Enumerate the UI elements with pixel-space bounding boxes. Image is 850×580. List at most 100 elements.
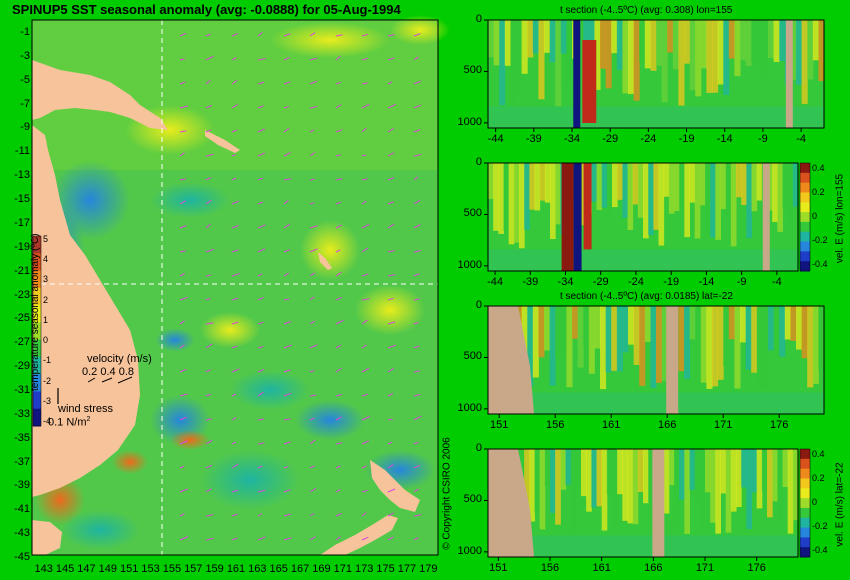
velocity-arrow <box>361 536 369 541</box>
velocity-arrow <box>387 57 395 61</box>
section-cell <box>555 449 561 525</box>
section-cell <box>772 163 778 223</box>
velocity-arrow <box>361 200 367 205</box>
lon-tick-label: 169 <box>312 563 331 575</box>
panel-x-tick-label: 166 <box>644 562 663 574</box>
velocity-arrow <box>179 368 187 373</box>
section-cell <box>622 306 629 353</box>
section-cell <box>684 20 691 64</box>
velocity-arrow <box>283 441 291 445</box>
panel-colorbar-swatch <box>800 231 810 243</box>
velocity-arrow <box>335 367 342 373</box>
velocity-arrow <box>413 224 421 229</box>
colorbar-swatch <box>33 253 41 272</box>
velocity-arrow <box>257 321 264 325</box>
velocity-arrow <box>257 31 263 37</box>
section-cell <box>617 163 623 200</box>
velocity-arrow <box>179 488 188 493</box>
panel-colorbar-frame <box>799 162 811 272</box>
velocity-arrow <box>387 344 397 349</box>
lon-tick-label: 175 <box>376 563 395 575</box>
section-cell <box>779 306 786 357</box>
section-cell <box>807 20 814 80</box>
velocity-legend-label: velocity (m/s) <box>87 353 152 365</box>
section-cell <box>745 306 752 370</box>
lat-tick-label: -17 <box>14 216 30 229</box>
lat-tick-label: -7 <box>20 97 30 110</box>
jet-west <box>573 163 582 271</box>
colorbar-tick-label: 2 <box>43 294 49 305</box>
velocity-arrow <box>309 487 317 493</box>
velocity-arrow <box>387 367 395 373</box>
lat-tick-label: -31 <box>14 383 30 396</box>
section-cell <box>684 449 690 534</box>
lat-tick-label: -9 <box>20 121 30 134</box>
panel-x-tick-label: 171 <box>695 562 715 574</box>
panel-colorbar-swatch <box>800 182 810 193</box>
velocity-arrow <box>309 465 315 469</box>
section-cell <box>648 449 654 527</box>
velocity-arrow <box>335 465 341 469</box>
lon-tick-label: 153 <box>141 563 160 575</box>
velocity-arrow <box>387 464 394 469</box>
lon-tick-label: 159 <box>205 563 224 575</box>
section-cell <box>601 163 608 208</box>
lon-tick-label: 145 <box>55 563 75 575</box>
panel-colorbar-swatch <box>800 241 810 252</box>
section-cell <box>668 163 675 214</box>
section-cell <box>756 163 763 201</box>
velocity-arrow <box>231 104 239 109</box>
velocity-arrow <box>231 463 239 469</box>
section-cell <box>560 306 567 357</box>
velocity-arrow <box>361 489 368 493</box>
panel-frame <box>487 305 825 415</box>
land-mask <box>785 20 793 128</box>
section-cell <box>644 20 651 69</box>
section-cell <box>644 306 651 343</box>
lon-tick-label: 167 <box>290 563 310 575</box>
velocity-arrow <box>179 272 186 277</box>
panel-colorbar-swatch <box>800 468 810 479</box>
velocity-arrow <box>205 248 215 253</box>
velocity-arrow <box>231 297 239 301</box>
section-cell <box>807 306 814 388</box>
section-cell <box>643 163 649 239</box>
section-cell <box>510 20 517 104</box>
velocity-arrow <box>205 177 212 181</box>
velocity-arrow <box>309 370 315 373</box>
section-cell <box>801 306 808 359</box>
colorbar-tick-label: 5 <box>43 234 49 244</box>
velocity-arrow <box>179 178 187 181</box>
section-cell <box>684 306 691 379</box>
velocity-arrow <box>335 394 342 397</box>
velocity-arrow <box>205 105 212 109</box>
velocity-arrow <box>361 344 367 349</box>
panel-colorbar-swatch <box>800 517 810 529</box>
section-cell <box>650 20 657 71</box>
velocity-arrow <box>231 489 239 493</box>
section-cell <box>521 20 528 74</box>
velocity-arrow <box>231 79 238 85</box>
velocity-arrow <box>257 177 264 181</box>
section-cell <box>812 306 819 384</box>
section-cell <box>549 20 556 63</box>
section-cell <box>782 449 789 488</box>
panel-x-tick-label: -34 <box>557 276 574 288</box>
section-cell <box>777 449 783 520</box>
panel-x-tick-label: 151 <box>490 419 509 431</box>
colorbar-swatch <box>33 287 41 306</box>
velocity-arrow <box>179 440 188 445</box>
panel-frame <box>487 19 825 129</box>
section-cell <box>549 306 556 386</box>
panel-x-tick-label: -24 <box>640 133 657 145</box>
colorbar-swatch <box>33 339 41 358</box>
velocity-arrow <box>257 489 266 493</box>
section-cell <box>643 449 649 504</box>
wind-stress-legend-label: wind stress <box>58 403 114 415</box>
deep-layer <box>488 106 824 128</box>
jet-east <box>561 163 574 271</box>
lat-tick-label: -45 <box>14 551 30 563</box>
velocity-arrow <box>413 176 419 181</box>
section-cell <box>689 449 696 490</box>
velocity-arrow <box>283 537 292 541</box>
